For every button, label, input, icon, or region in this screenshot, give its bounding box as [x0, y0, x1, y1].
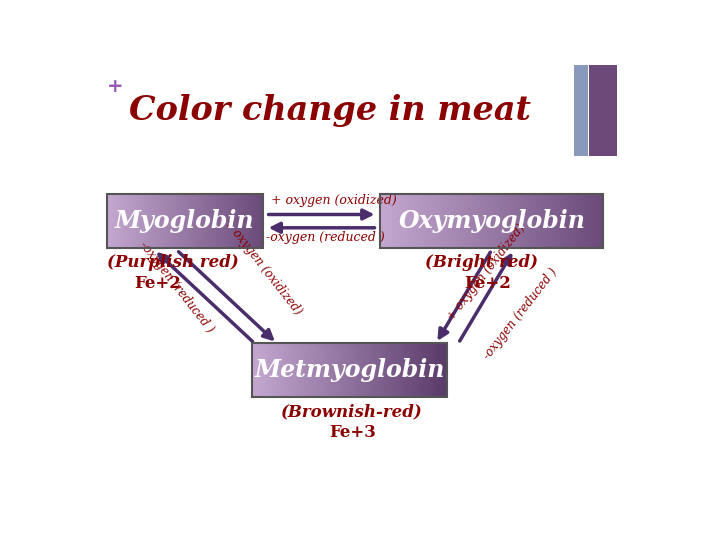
- FancyBboxPatch shape: [575, 65, 588, 156]
- Text: -oxygen (reduced ): -oxygen (reduced ): [266, 231, 384, 244]
- Text: Fe+2: Fe+2: [464, 275, 510, 292]
- Text: -oxygen (reduced ): -oxygen (reduced ): [138, 239, 217, 335]
- Text: -oxygen (reduced ): -oxygen (reduced ): [481, 266, 560, 362]
- Text: (Bright red): (Bright red): [425, 254, 538, 271]
- Text: + oxygen (oxidized): + oxygen (oxidized): [221, 215, 305, 317]
- Text: Color change in meat: Color change in meat: [129, 94, 531, 127]
- Text: (Purplish red): (Purplish red): [107, 254, 238, 271]
- Text: Metmyoglobin: Metmyoglobin: [254, 359, 445, 382]
- Text: + oxygen (oxidized): + oxygen (oxidized): [271, 194, 397, 207]
- Text: Myoglobin: Myoglobin: [115, 209, 255, 233]
- Text: Oxymyoglobin: Oxymyoglobin: [398, 209, 585, 233]
- Text: Fe+3: Fe+3: [329, 424, 376, 442]
- Text: + oxygen (oxidized): + oxygen (oxidized): [444, 222, 528, 323]
- FancyBboxPatch shape: [590, 65, 617, 156]
- Text: (Brownish-red): (Brownish-red): [282, 404, 423, 421]
- Text: Fe+2: Fe+2: [135, 275, 181, 292]
- Text: +: +: [107, 77, 123, 96]
